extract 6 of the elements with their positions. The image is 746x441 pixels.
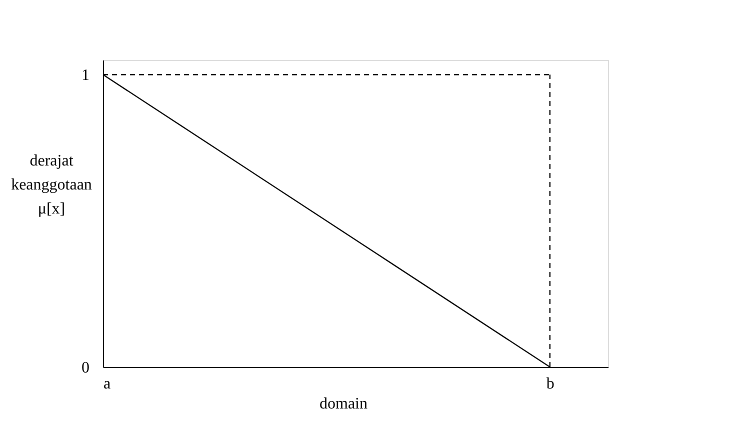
- x-tick-label: b: [546, 376, 554, 392]
- y-tick-label: 0: [82, 360, 90, 376]
- x-axis-title: domain: [320, 396, 368, 412]
- y-tick-label: 1: [82, 67, 90, 84]
- y-axis-title: derajat keanggotaan μ[x]: [11, 152, 92, 218]
- x-tick-label: a: [104, 376, 111, 392]
